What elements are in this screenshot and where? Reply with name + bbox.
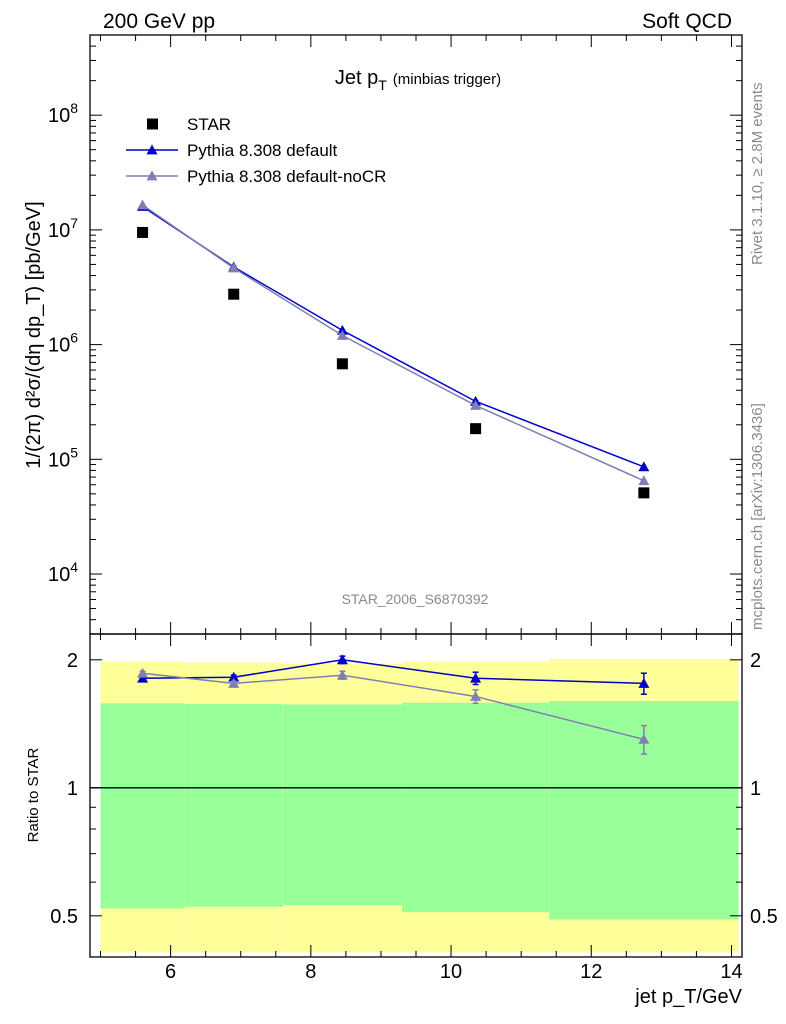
series-point-2 bbox=[470, 399, 482, 410]
green-band-1 bbox=[184, 703, 283, 907]
header-right: Soft QCD bbox=[642, 10, 732, 33]
ratio-y-tick-label-right: 1 bbox=[750, 778, 761, 800]
legend-marker-2 bbox=[146, 170, 158, 181]
ratio-y-tick-label: 1 bbox=[67, 778, 78, 800]
data-point bbox=[470, 423, 482, 435]
chart-title-note: (minbias trigger) bbox=[393, 71, 501, 88]
ratio-y-tick-label-right: 2 bbox=[750, 650, 761, 672]
series-line-1 bbox=[142, 205, 645, 468]
ratio-point-1 bbox=[228, 677, 240, 688]
side-text-rivet: Rivet 3.1.10, ≥ 2.8M events bbox=[749, 83, 766, 266]
ratio-point-0 bbox=[336, 654, 348, 665]
x-tick-label: 8 bbox=[305, 961, 316, 983]
header-left: 200 GeV pp bbox=[103, 10, 215, 33]
analysis-label: STAR_2006_S6870392 bbox=[342, 591, 489, 607]
main-y-tick-label: 104 bbox=[48, 559, 78, 586]
chart-title: Jet pT (minbias trigger) bbox=[335, 67, 501, 93]
legend-label-0: STAR bbox=[187, 115, 231, 134]
main-panel-axes: 104 105 106 107 108 bbox=[48, 34, 743, 635]
chart-title-main: Jet p bbox=[335, 67, 378, 89]
series-point-2 bbox=[638, 475, 650, 486]
main-y-tick-label: 107 bbox=[48, 215, 78, 242]
chart-title-sub: T bbox=[378, 77, 387, 93]
series-point-1 bbox=[638, 461, 650, 472]
legend-label-2: Pythia 8.308 default-noCR bbox=[187, 167, 386, 186]
legend-marker-0 bbox=[147, 118, 158, 130]
ratio-y-tick-label: 2 bbox=[67, 650, 78, 672]
ratio-y-tick-label: 0.5 bbox=[50, 906, 78, 928]
data-point bbox=[228, 288, 240, 300]
ratio-point-1 bbox=[137, 667, 149, 678]
side-text-mcplots: mcplots.cern.ch [arXiv:1306.3436] bbox=[749, 403, 766, 630]
ratio-point-0 bbox=[638, 677, 650, 688]
series-point-2 bbox=[137, 199, 149, 210]
x-tick-label: 10 bbox=[440, 961, 462, 983]
series-line-2 bbox=[142, 204, 645, 482]
legend: STAR Pythia 8.308 default Pythia 8.308 def… bbox=[126, 115, 386, 186]
series-point-2 bbox=[336, 330, 348, 340]
series-point-2 bbox=[228, 262, 240, 273]
ratio-y-tick-label-right: 0.5 bbox=[750, 906, 778, 928]
ratio-y-axis-label: Ratio to STAR bbox=[25, 747, 42, 842]
data-point bbox=[638, 487, 650, 499]
main-panel-series bbox=[137, 199, 650, 499]
ratio-point-0 bbox=[137, 672, 149, 683]
ratio-point-1 bbox=[336, 669, 348, 680]
green-band-3 bbox=[401, 702, 550, 913]
main-y-tick-label: 106 bbox=[48, 330, 78, 357]
legend-label-1: Pythia 8.308 default bbox=[187, 141, 338, 160]
x-axis-label: jet p_T/GeV bbox=[634, 986, 742, 1008]
ratio-point-0 bbox=[470, 672, 482, 683]
data-point bbox=[137, 226, 149, 238]
main-y-tick-label: 108 bbox=[48, 100, 78, 127]
ratio-uncertainty-bands bbox=[100, 658, 739, 953]
green-band-0 bbox=[100, 703, 185, 909]
ratio-point-0 bbox=[228, 671, 240, 682]
x-tick-label: 12 bbox=[580, 961, 602, 983]
main-y-tick-label: 105 bbox=[48, 444, 78, 471]
green-band-2 bbox=[282, 704, 402, 906]
data-point bbox=[336, 358, 348, 370]
x-tick-label: 6 bbox=[165, 961, 176, 983]
ratio-panel-series bbox=[137, 654, 650, 755]
legend-marker-1 bbox=[146, 144, 158, 155]
series-point-1 bbox=[336, 324, 348, 335]
ratio-point-1 bbox=[470, 690, 482, 701]
ratio-point-1 bbox=[638, 733, 650, 744]
x-tick-label: 14 bbox=[720, 961, 742, 983]
main-y-axis-label: 1/(2π) d²σ/(dη dp_T) [pb/GeV] bbox=[23, 201, 45, 468]
ratio-panel-axes: 0.5 0.51 12 26 8 10 12 14 bbox=[50, 633, 778, 983]
